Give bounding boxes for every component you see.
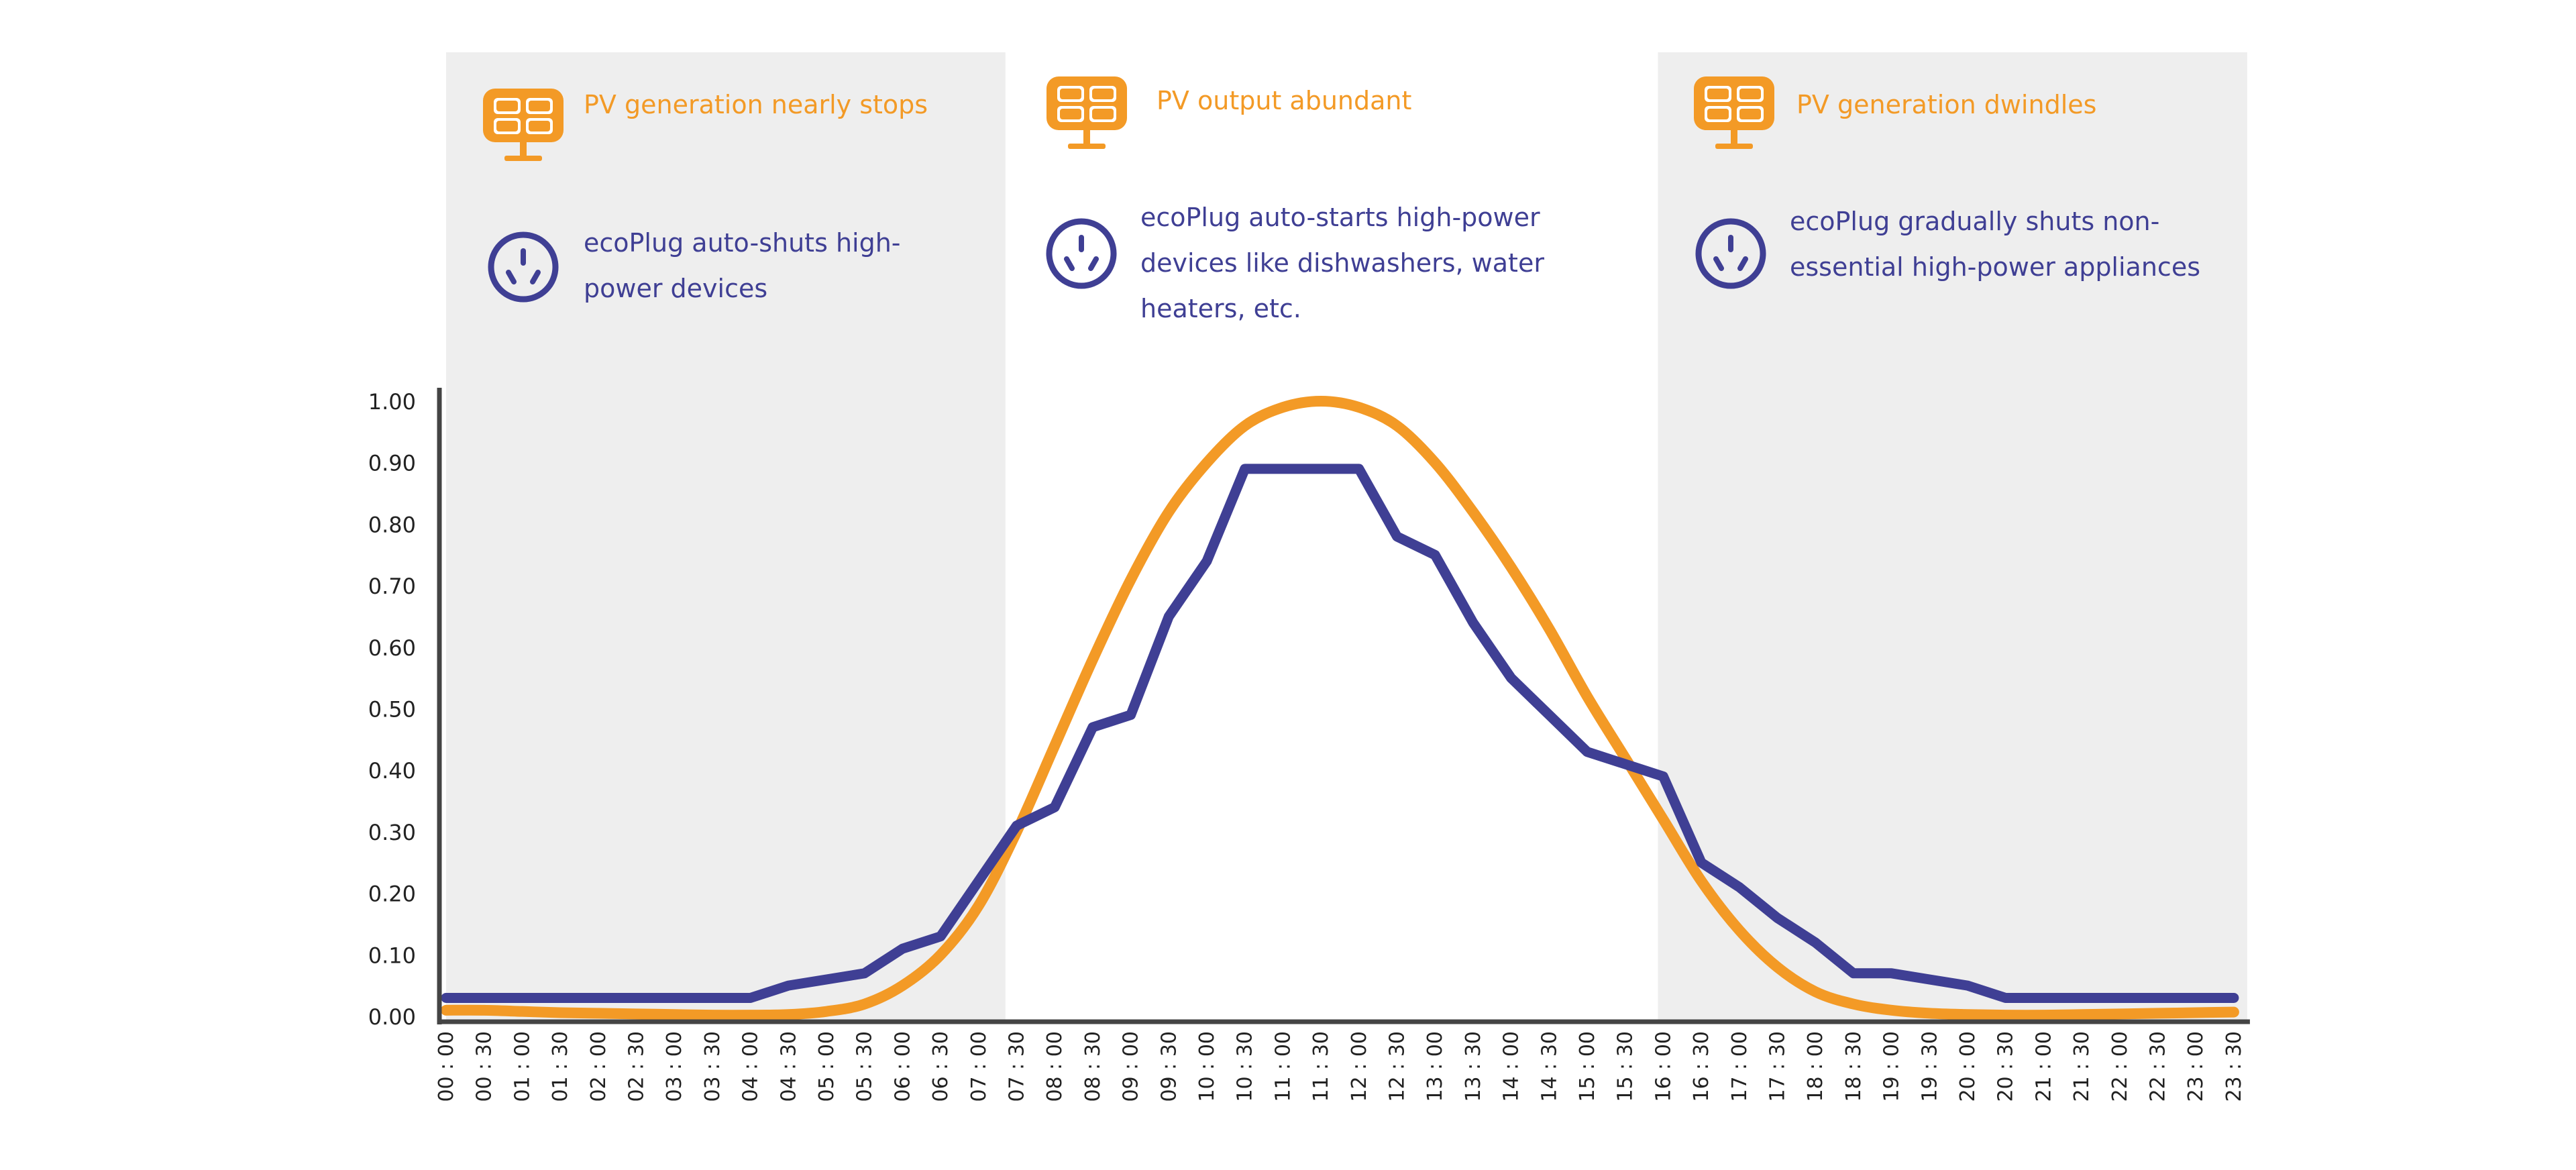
x-tick-label: 00 : 30 (473, 1031, 496, 1102)
y-tick-label: 0.70 (368, 574, 416, 599)
x-tick-label: 05 : 30 (853, 1031, 877, 1102)
x-tick-label: 04 : 30 (777, 1031, 800, 1102)
x-tick-label: 23 : 30 (2222, 1031, 2246, 1102)
x-tick-label: 18 : 30 (1842, 1031, 1866, 1102)
x-tick-label: 20 : 00 (1956, 1031, 1980, 1102)
x-tick-label: 22 : 30 (2147, 1031, 2170, 1102)
zone-3-pv-label: PV generation dwindles (1796, 82, 2199, 127)
x-tick-label: 02 : 30 (625, 1031, 649, 1102)
x-tick-label: 19 : 00 (1880, 1031, 1904, 1102)
x-tick-label: 11 : 30 (1309, 1031, 1333, 1102)
x-tick-label: 08 : 00 (1043, 1031, 1067, 1102)
zone-3-plug-label: ecoPlug gradually shuts non-essential hi… (1790, 199, 2206, 290)
x-tick-label: 13 : 00 (1424, 1031, 1447, 1102)
power-outlet-icon (1049, 221, 1114, 286)
x-tick-label: 01 : 30 (549, 1031, 572, 1102)
x-tick-label: 05 : 00 (815, 1031, 839, 1102)
x-tick-label: 14 : 00 (1500, 1031, 1523, 1102)
x-tick-label: 06 : 30 (929, 1031, 953, 1102)
x-tick-label: 17 : 30 (1766, 1031, 1790, 1102)
x-tick-label: 19 : 30 (1918, 1031, 1941, 1102)
x-tick-label: 23 : 00 (2184, 1031, 2208, 1102)
x-tick-label: 20 : 30 (1994, 1031, 2018, 1102)
x-tick-label: 07 : 30 (1006, 1031, 1029, 1102)
x-tick-label: 09 : 00 (1120, 1031, 1143, 1102)
y-tick-label: 0.50 (368, 697, 416, 723)
x-tick-label: 15 : 30 (1614, 1031, 1638, 1102)
x-tick-label: 06 : 00 (891, 1031, 914, 1102)
y-tick-label: 0.30 (368, 820, 416, 845)
x-tick-label: 18 : 00 (1804, 1031, 1827, 1102)
x-tick-label: 03 : 00 (663, 1031, 686, 1102)
x-tick-label: 14 : 30 (1538, 1031, 1561, 1102)
x-tick-label: 00 : 00 (435, 1031, 458, 1102)
x-tick-label: 08 : 30 (1081, 1031, 1105, 1102)
x-tick-label: 01 : 00 (511, 1031, 534, 1102)
x-tick-label: 15 : 00 (1576, 1031, 1599, 1102)
x-tick-label: 04 : 00 (739, 1031, 763, 1102)
x-tick-label: 09 : 30 (1157, 1031, 1181, 1102)
zone-2-pv-label: PV output abundant (1157, 78, 1559, 123)
x-tick-label: 02 : 00 (587, 1031, 610, 1102)
x-tick-label: 22 : 00 (2108, 1031, 2132, 1102)
x-tick-label: 16 : 00 (1652, 1031, 1675, 1102)
y-tick-label: 0.20 (368, 882, 416, 907)
zone-1-pv-label: PV generation nearly stops (584, 82, 986, 127)
x-tick-label: 16 : 30 (1690, 1031, 1713, 1102)
x-tick-label: 13 : 30 (1462, 1031, 1485, 1102)
x-tick-label: 10 : 00 (1195, 1031, 1219, 1102)
shaded-zone-1 (446, 52, 1006, 1021)
y-tick-label: 0.80 (368, 512, 416, 537)
y-tick-label: 0.10 (368, 943, 416, 968)
x-tick-label: 11 : 00 (1271, 1031, 1295, 1102)
x-tick-label: 21 : 00 (2032, 1031, 2055, 1102)
y-tick-label: 0.60 (368, 635, 416, 661)
x-tick-label: 17 : 00 (1728, 1031, 1752, 1102)
zone-2-plug-label: ecoPlug auto-starts high-power devices l… (1140, 195, 1570, 331)
x-tick-label: 03 : 30 (701, 1031, 724, 1102)
y-tick-label: 0.00 (368, 1004, 416, 1030)
y-tick-label: 1.00 (368, 389, 416, 415)
x-tick-label: 07 : 00 (967, 1031, 991, 1102)
x-tick-label: 12 : 00 (1348, 1031, 1371, 1102)
x-tick-label: 10 : 30 (1234, 1031, 1257, 1102)
x-tick-label: 12 : 30 (1386, 1031, 1409, 1102)
x-tick-label: 21 : 30 (2070, 1031, 2094, 1102)
solar-panel-icon (1046, 76, 1127, 149)
shaded-zone-2 (1658, 52, 2247, 1021)
y-tick-label: 0.90 (368, 451, 416, 476)
zone-1-plug-label: ecoPlug auto-shuts high-power devices (584, 220, 946, 311)
y-tick-label: 0.40 (368, 758, 416, 784)
